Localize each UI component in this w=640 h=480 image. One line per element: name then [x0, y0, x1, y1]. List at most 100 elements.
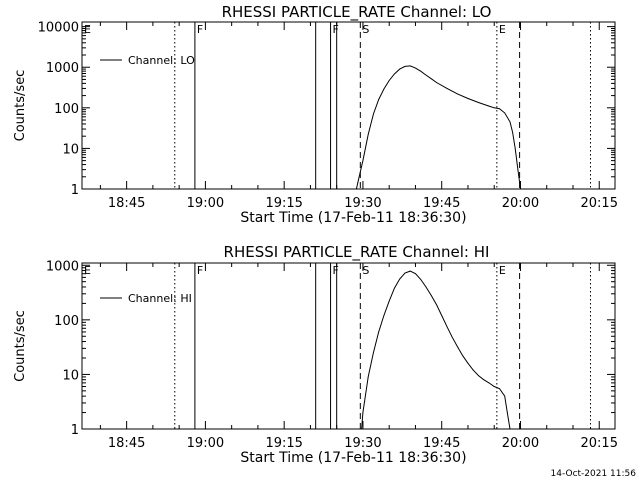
- data-point: [457, 346, 458, 348]
- data-point: [478, 375, 479, 377]
- data-point: [430, 295, 432, 296]
- data-point: [367, 376, 369, 378]
- data-point: [357, 182, 359, 184]
- data-point: [472, 369, 474, 371]
- data-point: [504, 395, 506, 397]
- plot-frame: [81, 21, 616, 190]
- x-tick-label: 19:45: [423, 196, 460, 211]
- x-tick-label: 19:30: [344, 196, 381, 211]
- data-point: [425, 286, 427, 288]
- data-point: [462, 355, 464, 357]
- marker-label: F: [333, 264, 339, 277]
- data-point: [499, 108, 500, 110]
- x-tick-label: 20:00: [502, 196, 539, 211]
- data-point: [378, 331, 380, 333]
- data-point: [512, 131, 514, 133]
- y-tick-label: 100: [54, 314, 79, 329]
- x-tick-label: 18:45: [108, 436, 145, 451]
- marker-label: F: [197, 23, 203, 36]
- data-point: [415, 67, 416, 69]
- data-point: [446, 326, 448, 328]
- marker-label: S: [362, 264, 369, 277]
- x-axis-title: Start Time (17-Feb-11 18:36:30): [240, 210, 466, 226]
- series-line: [361, 270, 511, 430]
- data-point: [446, 88, 448, 89]
- chart-title: RHESSI PARTICLE_RATE Channel: LO: [222, 3, 492, 22]
- y-tick-label: 1: [71, 183, 79, 198]
- y-tick-label: 1: [71, 423, 79, 438]
- data-point: [488, 382, 490, 384]
- data-point: [425, 74, 427, 76]
- marker-label: E: [499, 23, 506, 36]
- y-tick-label: 10000: [38, 21, 79, 36]
- data-point: [362, 160, 364, 162]
- data-point: [373, 113, 374, 115]
- series-line: [355, 65, 521, 190]
- data-point: [420, 70, 422, 72]
- x-axis-title: Start Time (17-Feb-11 18:36:30): [240, 450, 466, 466]
- data-point: [404, 272, 406, 274]
- data-point: [373, 352, 374, 354]
- data-point: [467, 362, 469, 364]
- data-point: [493, 107, 495, 109]
- data-point: [420, 279, 422, 280]
- data-point: [451, 336, 453, 338]
- x-tick-label: 19:00: [187, 196, 224, 211]
- data-point: [355, 188, 357, 190]
- legend-label: Channel: LO: [128, 54, 195, 67]
- data-point: [436, 304, 437, 306]
- data-point: [409, 270, 411, 272]
- data-point: [383, 315, 385, 316]
- chart-title: RHESSI PARTICLE_RATE Channel: HI: [224, 243, 490, 262]
- x-tick-label: 20:15: [581, 436, 618, 451]
- chart-panel-hi: RHESSI PARTICLE_RATE Channel: HI 1 10 100 10…: [13, 243, 618, 466]
- data-point: [394, 73, 395, 75]
- data-point: [362, 412, 364, 413]
- data-point: [478, 102, 479, 103]
- x-tick-label: 20:00: [502, 436, 539, 451]
- marker-label: F: [197, 264, 203, 277]
- marker-label: E: [84, 264, 91, 277]
- chart-panel-lo: RHESSI PARTICLE_RATE Channel: LO 1 10 100 10…: [13, 3, 618, 226]
- data-point: [441, 315, 443, 316]
- footer-timestamp: 14-Oct-2021 11:56: [551, 469, 637, 479]
- data-point: [388, 80, 390, 81]
- data-point: [361, 428, 363, 430]
- y-axis-title: Counts/sec: [13, 310, 28, 382]
- data-point: [409, 65, 411, 67]
- marker-label: F: [333, 23, 339, 36]
- y-tick-label: 1000: [46, 61, 79, 76]
- data-point: [509, 121, 511, 123]
- data-point: [404, 65, 406, 67]
- data-point: [378, 99, 380, 100]
- data-point: [509, 428, 511, 430]
- y-tick-label: 10: [62, 368, 79, 383]
- x-tick-label: 19:30: [344, 436, 381, 451]
- x-tick-label: 20:15: [581, 196, 618, 211]
- legend-label: Channel: HI: [128, 292, 192, 305]
- data-point: [483, 379, 485, 381]
- plot-frame: [81, 262, 616, 430]
- x-tick-label: 19:15: [265, 436, 302, 451]
- data-point: [488, 105, 490, 107]
- marker-label: E: [84, 23, 91, 36]
- data-point: [457, 93, 458, 95]
- data-point: [520, 188, 521, 190]
- data-point: [506, 412, 508, 413]
- x-tick-label: 19:45: [423, 436, 460, 451]
- y-tick-label: 10: [62, 142, 79, 157]
- x-tick-label: 19:00: [187, 436, 224, 451]
- marker-label: S: [362, 23, 369, 36]
- marker-label: E: [499, 264, 506, 277]
- y-tick-label: 1000: [46, 259, 79, 274]
- data-point: [394, 287, 395, 289]
- data-point: [430, 78, 432, 80]
- data-point: [499, 388, 500, 389]
- data-point: [388, 300, 390, 302]
- data-point: [399, 68, 401, 70]
- data-point: [467, 98, 469, 99]
- x-tick-label: 18:45: [108, 196, 145, 211]
- data-point: [367, 134, 369, 135]
- data-point: [493, 386, 495, 387]
